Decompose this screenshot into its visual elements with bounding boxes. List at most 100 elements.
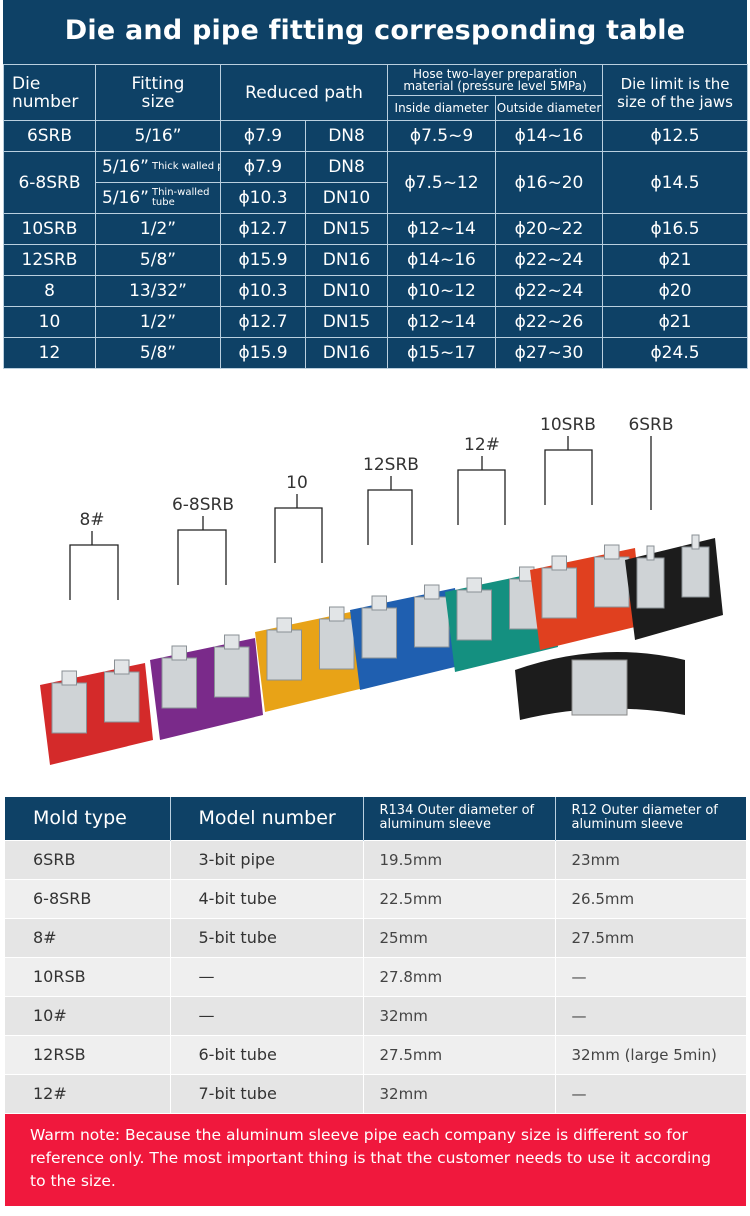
- header-hose: Hose two-layer preparation material (pre…: [387, 64, 604, 96]
- jaw-block: [104, 671, 140, 723]
- bracket-line: [177, 529, 227, 585]
- cell: 23mm: [555, 839, 747, 879]
- table-row: 10SRB 1/2” ϕ12.7 DN15 ϕ12~14 ϕ20~22 ϕ16.5: [3, 213, 749, 245]
- jaw-tooth: [646, 545, 655, 561]
- jaw-block: [51, 682, 87, 734]
- cell: ϕ12.7: [220, 213, 306, 245]
- table-row: 6-8SRB 5/16”Thick walled pipe ϕ7.9 DN8 ϕ…: [3, 151, 749, 214]
- jaw-tooth: [604, 544, 620, 560]
- cell: ϕ21: [602, 244, 749, 276]
- fit-value: 5/16”: [102, 157, 149, 177]
- cell: 13/32”: [95, 275, 221, 307]
- die-label: 6-8SRB: [172, 495, 234, 515]
- jaw-block: [214, 646, 250, 698]
- cell: ϕ22~24: [495, 244, 604, 276]
- cell: 12RSB: [5, 1034, 171, 1074]
- mold-table: Mold type Model number R134 Outer diamet…: [5, 797, 747, 1113]
- cell: ϕ27~30: [495, 337, 604, 369]
- die-label: 6SRB: [628, 415, 673, 435]
- header-r12: R12 Outer diameter of aluminum sleeve: [555, 797, 746, 840]
- cell: 32mm (large 5min): [555, 1034, 747, 1074]
- die-label: 12SRB: [363, 455, 419, 475]
- cell: 5/16”Thick walled pipe: [95, 151, 221, 183]
- cell: 10: [3, 306, 96, 338]
- cell: 1/2”: [95, 213, 221, 245]
- cell: ϕ15~17: [387, 337, 497, 369]
- cell: 3-bit pipe: [170, 839, 364, 879]
- table-row: 12SRB 5/8” ϕ15.9 DN16 ϕ14~16 ϕ22~24 ϕ21: [3, 244, 749, 276]
- jaw-block: [571, 659, 628, 716]
- cell: ϕ24.5: [602, 337, 749, 369]
- jaw-block: [161, 657, 197, 709]
- cell: ϕ10.3: [220, 182, 306, 214]
- die-label: 12#: [464, 435, 500, 455]
- header-r134: R134 Outer diameter of aluminum sleeve: [363, 797, 556, 840]
- cell: ϕ7.5~12: [387, 151, 497, 214]
- cell: 7-bit tube: [170, 1073, 364, 1113]
- cell: ϕ20: [602, 275, 749, 307]
- cell: 6-bit tube: [170, 1034, 364, 1074]
- cell: 10#: [5, 995, 171, 1035]
- table-row: 10RSB —27.8mm —: [5, 956, 747, 996]
- jaw-block: [594, 556, 630, 608]
- page-title: Die and pipe fitting corresponding table: [64, 15, 686, 46]
- cell: 4-bit tube: [170, 878, 364, 918]
- warm-note: Warm note: Because the aluminum sleeve p…: [5, 1114, 746, 1206]
- die-label: 10: [286, 473, 308, 493]
- bracket-line: [274, 507, 323, 563]
- header-fitting-size: Fitting size: [95, 64, 221, 121]
- product-photo: 8# 6-8SRB 10 12SRB 12# 10SRB 6SRB: [0, 370, 750, 790]
- cell: DN8: [304, 120, 389, 152]
- cell: ϕ22~26: [495, 306, 604, 338]
- fit-note: Thick walled pipe: [151, 161, 220, 172]
- cell: ϕ14.5: [602, 151, 749, 214]
- cell: ϕ10.3: [220, 275, 306, 307]
- fit-value: 5/16”: [102, 188, 149, 208]
- jaw-block: [361, 607, 397, 659]
- header-die-number: Die number: [3, 64, 96, 121]
- table-row: 12# 7-bit tube 32mm —: [5, 1073, 747, 1113]
- cell: ϕ12~14: [387, 213, 497, 245]
- cell: ϕ22~24: [495, 275, 604, 307]
- cell: DN16: [304, 337, 389, 369]
- cell: 32mm: [363, 1073, 556, 1113]
- header-limit: Die limit is the size of the jaws: [602, 64, 749, 121]
- jaw-tooth: [551, 555, 567, 571]
- cell: 8: [3, 275, 96, 307]
- cell: DN8: [304, 151, 389, 183]
- cell: 6SRB: [5, 839, 171, 879]
- cell: 10SRB: [3, 213, 96, 245]
- cell: 8#: [5, 917, 171, 957]
- bracket-line: [544, 449, 593, 505]
- cell: ϕ14~16: [387, 244, 497, 276]
- cell: 6-8SRB: [5, 878, 171, 918]
- cell: ϕ7.5~9: [387, 120, 497, 152]
- die-table: Die number Fitting size Reduced path Hos…: [3, 64, 749, 369]
- cell: —: [170, 995, 364, 1035]
- cell: 10RSB: [5, 956, 171, 996]
- jaw-block: [414, 596, 450, 648]
- cell: ϕ7.9: [220, 120, 306, 152]
- table-row: 6-8SRB 4-bit tube 22.5mm 26.5mm: [5, 878, 747, 918]
- table-row: 8 13/32” ϕ10.3 DN10 ϕ10~12 ϕ22~24 ϕ20: [3, 275, 749, 307]
- jaw-tooth: [171, 645, 187, 661]
- bracket-line: [457, 469, 506, 525]
- table-row: 10# —32mm —: [5, 995, 747, 1035]
- jaw-tooth: [371, 595, 387, 611]
- cell: —: [555, 995, 747, 1035]
- cell: ϕ20~22: [495, 213, 604, 245]
- cell: ϕ7.9: [220, 151, 306, 183]
- cell: DN10: [304, 182, 389, 214]
- cell: 5/16”: [95, 120, 221, 152]
- die-table-panel: Die and pipe fitting corresponding table…: [3, 0, 749, 369]
- cell: —: [555, 1073, 747, 1113]
- table-row: 8# 5-bit tube 25mm 27.5mm: [5, 917, 747, 957]
- header-mold-type: Mold type: [5, 797, 171, 840]
- cell: —: [555, 956, 747, 996]
- cell: ϕ10~12: [387, 275, 497, 307]
- cell: 27.8mm: [363, 956, 556, 996]
- die-set-illustration: 8# 6-8SRB 10 12SRB 12# 10SRB 6SRB: [40, 415, 723, 765]
- jaw-block: [456, 589, 492, 641]
- cell: 5/8”: [95, 244, 221, 276]
- cell: DN16: [304, 244, 389, 276]
